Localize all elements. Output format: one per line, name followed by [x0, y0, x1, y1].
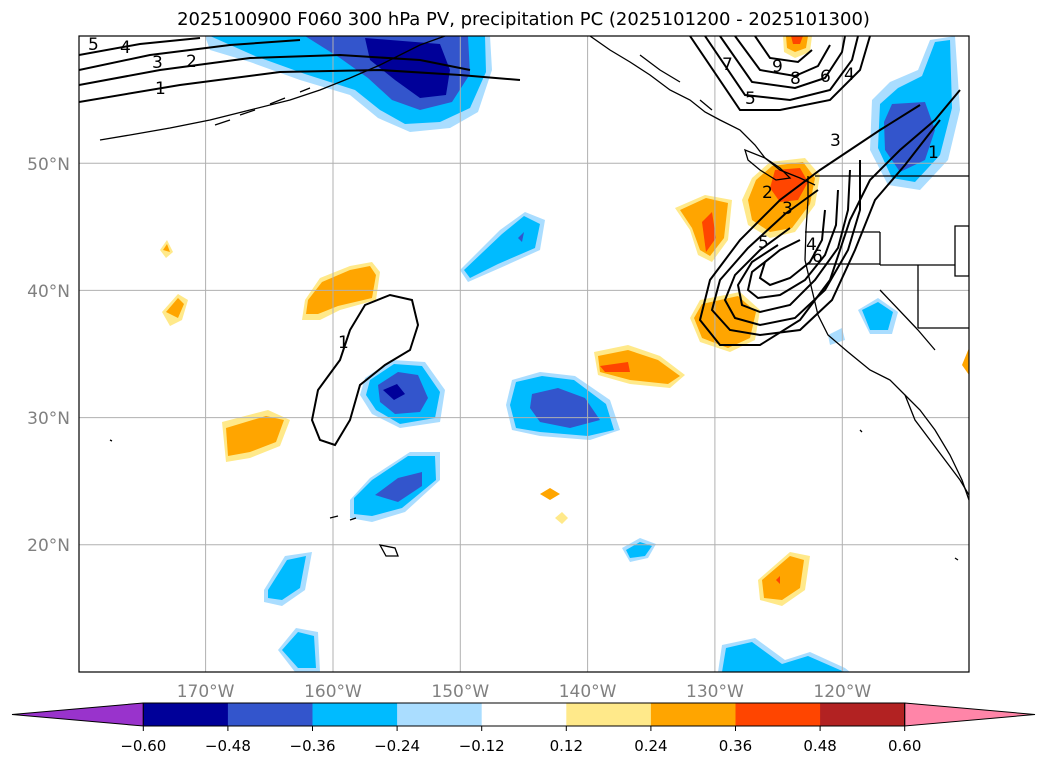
- colorbar-swatch: [143, 703, 229, 726]
- contour-label: 3: [152, 53, 163, 73]
- contour-label: 3: [782, 199, 793, 219]
- colorbar-swatch: [820, 703, 906, 726]
- contour-label: 6: [820, 67, 831, 87]
- colorbar-extend-high: [904, 702, 1036, 727]
- colorbar-swatch: [481, 703, 567, 726]
- colorbar-tick-label: −0.24: [374, 737, 420, 755]
- contour-label: 1: [928, 143, 939, 163]
- colorbar-tick-label: 0.60: [888, 737, 921, 755]
- contour-label: 4: [120, 38, 131, 58]
- contour-label: 9: [772, 57, 783, 77]
- colorbar-tick-label: 0.48: [803, 737, 836, 755]
- colorbar-swatch: [650, 703, 736, 726]
- lon-label-120w: 120°W: [813, 682, 871, 702]
- colorbar-tick-label: 0.12: [550, 737, 583, 755]
- contour-labels: 5 4 3 2 1 1 9 8 7 6 5 4 3 1 2 3 4 5 6: [88, 35, 939, 353]
- colorbar-swatch: [735, 703, 821, 726]
- colorbar-tick-label: −0.12: [459, 737, 505, 755]
- contour-label: 7: [722, 55, 733, 75]
- lon-label-160w: 160°W: [304, 682, 362, 702]
- colorbar-tick-label: −0.36: [290, 737, 336, 755]
- colorbar-tick-label: −0.48: [205, 737, 251, 755]
- map-title: 2025100900 F060 300 hPa PV, precipitatio…: [177, 9, 870, 30]
- contour-label: 4: [844, 65, 855, 85]
- contour-label: 1: [338, 333, 349, 353]
- contour-label: 1: [155, 79, 166, 99]
- colorbar-tick-label: 0.36: [719, 737, 752, 755]
- pv-contours: [79, 36, 961, 447]
- lat-label-40n: 40°N: [27, 282, 70, 302]
- colorbar-tick-label: 0.24: [634, 737, 667, 755]
- colorbar-swatch: [397, 703, 483, 726]
- colorbar-swatch: [312, 703, 398, 726]
- colorbar-outline: [142, 702, 906, 727]
- colorbar-swatch: [566, 703, 652, 726]
- longitude-labels: 170°W 160°W 150°W 140°W 130°W 120°W: [177, 682, 872, 702]
- colorbar-swatch: [227, 703, 313, 726]
- contour-label: 5: [745, 89, 756, 109]
- colorbar: −0.60 −0.48 −0.36 −0.24 −0.12 0.12 0.24 …: [11, 702, 1036, 755]
- lat-label-50n: 50°N: [27, 155, 70, 175]
- contour-label: 2: [186, 52, 197, 72]
- contour-label: 4: [806, 235, 817, 255]
- lon-label-170w: 170°W: [177, 682, 235, 702]
- contour-label: 5: [88, 35, 99, 55]
- lon-label-140w: 140°W: [559, 682, 617, 702]
- lon-label-130w: 130°W: [686, 682, 744, 702]
- map-frame: [78, 35, 970, 673]
- colorbar-extend-low: [11, 702, 144, 727]
- graticule: [79, 36, 969, 672]
- contour-label: 2: [762, 183, 773, 203]
- lon-label-150w: 150°W: [431, 682, 489, 702]
- colorbar-tick-label: −0.60: [120, 737, 166, 755]
- lat-label-30n: 30°N: [27, 409, 70, 429]
- latitude-labels: 20°N 30°N 40°N 50°N: [27, 155, 70, 556]
- contour-label: 3: [830, 131, 841, 151]
- contour-label: 8: [790, 69, 801, 89]
- contour-label: 6: [812, 247, 823, 267]
- lat-label-20n: 20°N: [27, 536, 70, 556]
- contour-label: 5: [758, 233, 769, 253]
- coastlines: [99, 36, 969, 561]
- map-plot-area: [79, 36, 969, 672]
